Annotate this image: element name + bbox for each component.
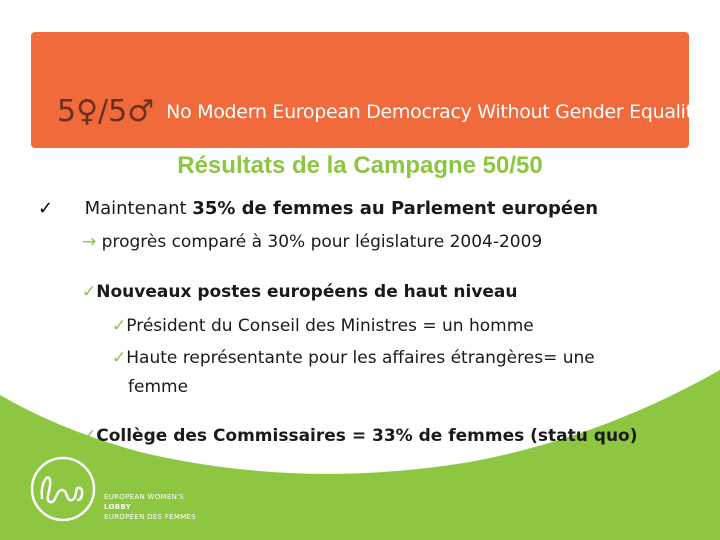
campaign-banner: 5♀/5♂ No Modern European Democracy Witho…: [31, 32, 704, 148]
footer-line-1: EUROPEAN WOMEN'S: [104, 493, 185, 501]
footer-line-2: LOBBY: [104, 503, 132, 511]
campaign-slogan: No Modern European Democracy Without Gen…: [166, 100, 704, 123]
line2-text: progrès comparé à 30% pour législature 2…: [101, 232, 543, 252]
checkmark-icon: ✓: [38, 198, 54, 219]
checkmark-icon: ✓: [82, 282, 97, 302]
line7-text: Collège des Commissaires = 33% de femmes…: [96, 426, 638, 446]
line6-text: femme: [128, 377, 189, 397]
bullet-line-2: → progrès comparé à 30% pour législature…: [82, 232, 542, 252]
bullet-line-1: ✓ Maintenant 35% de femmes au Parlement …: [38, 198, 598, 219]
ewl-footer-text: EUROPEAN WOMEN'S LOBBY EUROPÉEN DES FEMM…: [104, 492, 196, 522]
footer-line-3: EUROPÉEN DES FEMMES: [104, 513, 197, 521]
slide-title: Résultats de la Campagne 50/50: [177, 152, 543, 179]
bullet-line-5: ✓Haute représentante pour les affaires é…: [112, 348, 595, 368]
checkmark-icon: ✓: [82, 426, 97, 446]
checkmark-icon: ✓: [112, 348, 127, 368]
bullet-line-3: ✓Nouveaux postes européens de haut nivea…: [82, 282, 518, 302]
line1-bold-text: 35% de femmes au Parlement européen: [192, 198, 599, 219]
bullet-line-6: femme: [128, 377, 188, 397]
campaign-logo: 5♀/5♂: [57, 94, 155, 129]
checkmark-icon: ✓: [112, 316, 127, 336]
bullet-line-7: ✓Collège des Commissaires = 33% de femme…: [82, 426, 638, 446]
arrow-right-icon: →: [82, 232, 97, 252]
line3-text: Nouveaux postes européens de haut niveau: [96, 282, 518, 302]
line1-text: Maintenant: [84, 198, 193, 219]
bullet-line-4: ✓Président du Conseil des Ministres = un…: [112, 316, 534, 336]
line5-text: Haute représentante pour les affaires ét…: [126, 348, 595, 368]
line4-text: Président du Conseil des Ministres = un …: [126, 316, 534, 336]
ewl-circle-logo-icon: [30, 456, 96, 522]
